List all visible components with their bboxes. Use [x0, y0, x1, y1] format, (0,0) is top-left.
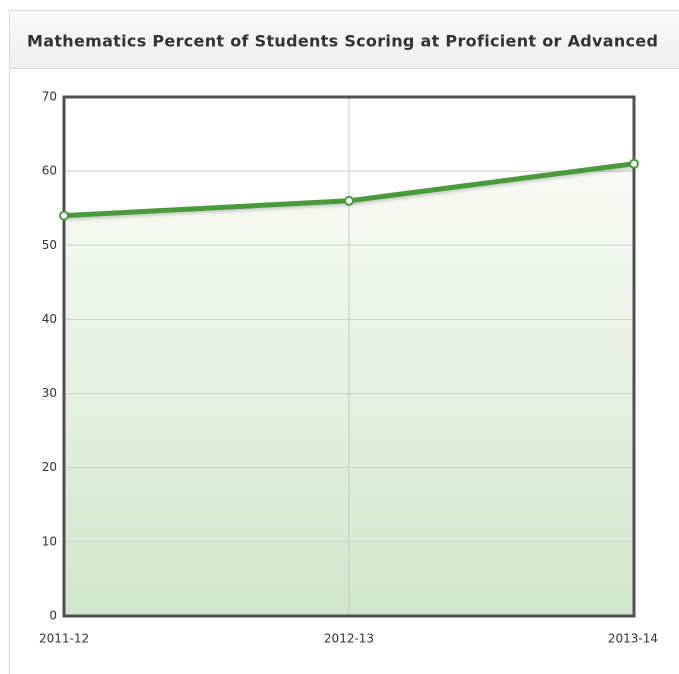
- x-tick-label: 2012-13: [324, 632, 374, 646]
- marker: [629, 158, 639, 169]
- y-tick-label: 50: [42, 238, 57, 252]
- plot-frame: [62, 95, 636, 618]
- x-tick-label: 2011-12: [39, 632, 89, 646]
- x-tick-label: 2013-14: [608, 632, 658, 646]
- marker: [344, 195, 354, 206]
- y-tick-label: 0: [49, 609, 57, 623]
- plot: 0 10 20 30 40 50 60 70 2011-12 2012-13 2013-14: [39, 90, 658, 646]
- y-tick-label: 20: [42, 460, 57, 474]
- marker: [59, 210, 69, 221]
- chart-title: Mathematics Percent of Students Scoring …: [27, 32, 658, 51]
- y-tick-label: 10: [42, 534, 57, 548]
- panel-header: [9, 10, 679, 69]
- y-tick-label: 40: [42, 312, 57, 326]
- y-tick-label: 30: [42, 386, 57, 400]
- y-tick-label: 70: [42, 90, 57, 104]
- y-tick-label: 60: [42, 164, 57, 178]
